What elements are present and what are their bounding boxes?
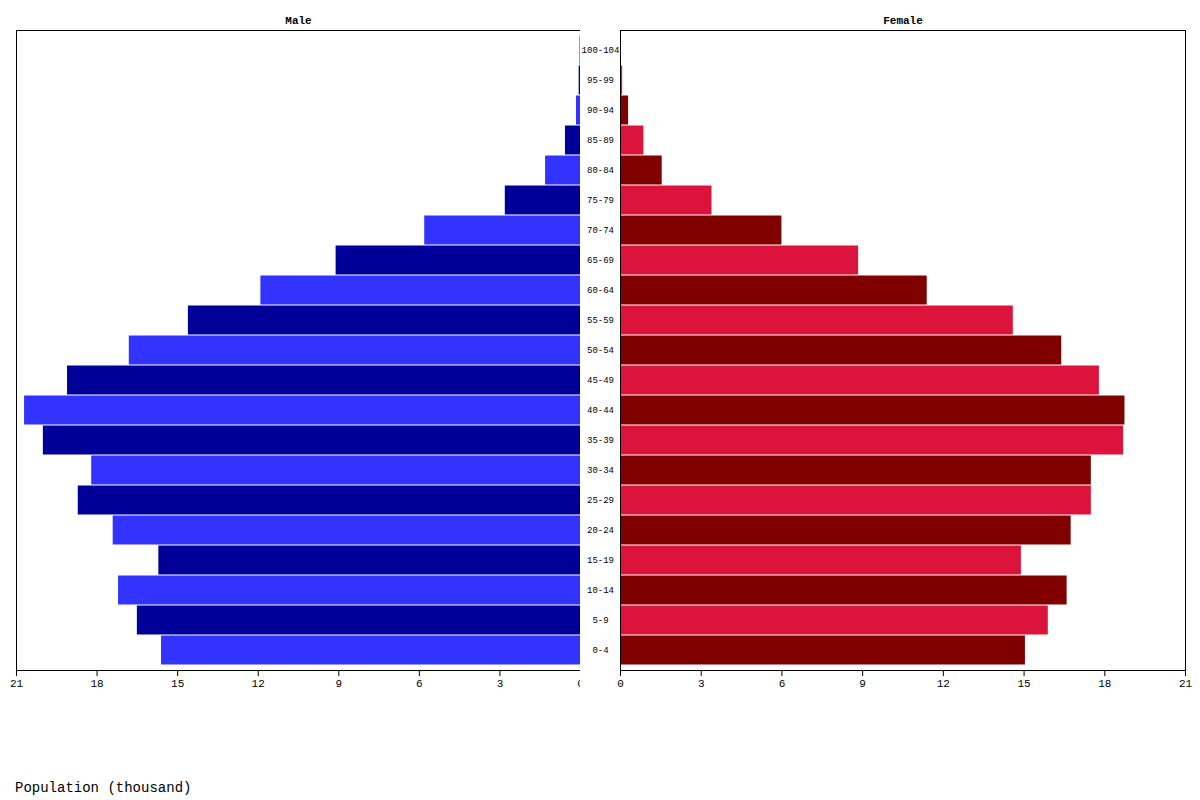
svg-text:70-74: 70-74	[587, 226, 614, 236]
svg-text:30-34: 30-34	[587, 466, 614, 476]
svg-text:15: 15	[171, 678, 184, 690]
svg-text:65-69: 65-69	[587, 256, 614, 266]
svg-text:9: 9	[859, 678, 866, 690]
svg-text:5-9: 5-9	[592, 616, 608, 626]
svg-text:40-44: 40-44	[587, 406, 614, 416]
svg-text:45-49: 45-49	[587, 376, 614, 386]
svg-text:18: 18	[1098, 678, 1111, 690]
svg-text:15-19: 15-19	[587, 556, 614, 566]
svg-text:3: 3	[497, 678, 504, 690]
svg-text:6: 6	[779, 678, 786, 690]
svg-text:55-59: 55-59	[587, 316, 614, 326]
svg-text:21: 21	[10, 678, 24, 690]
svg-text:12: 12	[252, 678, 265, 690]
svg-text:0-4: 0-4	[592, 646, 608, 656]
svg-text:50-54: 50-54	[587, 346, 614, 356]
svg-text:Female: Female	[883, 15, 923, 27]
svg-text:85-89: 85-89	[587, 136, 614, 146]
svg-text:0: 0	[617, 678, 624, 690]
svg-text:75-79: 75-79	[587, 196, 614, 206]
svg-text:20-24: 20-24	[587, 526, 614, 536]
svg-text:60-64: 60-64	[587, 286, 614, 296]
svg-text:95-99: 95-99	[587, 76, 614, 86]
svg-text:12: 12	[937, 678, 950, 690]
html-text:Population (thousand): Population (thousand)	[15, 780, 192, 796]
svg-text:25-29: 25-29	[587, 496, 614, 506]
svg-text:21: 21	[1179, 678, 1193, 690]
svg-text:100-104: 100-104	[582, 46, 620, 56]
svg-text:6: 6	[416, 678, 423, 690]
svg-text:80-84: 80-84	[587, 166, 614, 176]
svg-text:90-94: 90-94	[587, 106, 614, 116]
svg-text:18: 18	[90, 678, 103, 690]
svg-text:15: 15	[1017, 678, 1030, 690]
svg-text:35-39: 35-39	[587, 436, 614, 446]
svg-text:10-14: 10-14	[587, 586, 614, 596]
svg-text:9: 9	[335, 678, 342, 690]
svg-text:3: 3	[698, 678, 705, 690]
svg-text:Male: Male	[285, 15, 312, 27]
